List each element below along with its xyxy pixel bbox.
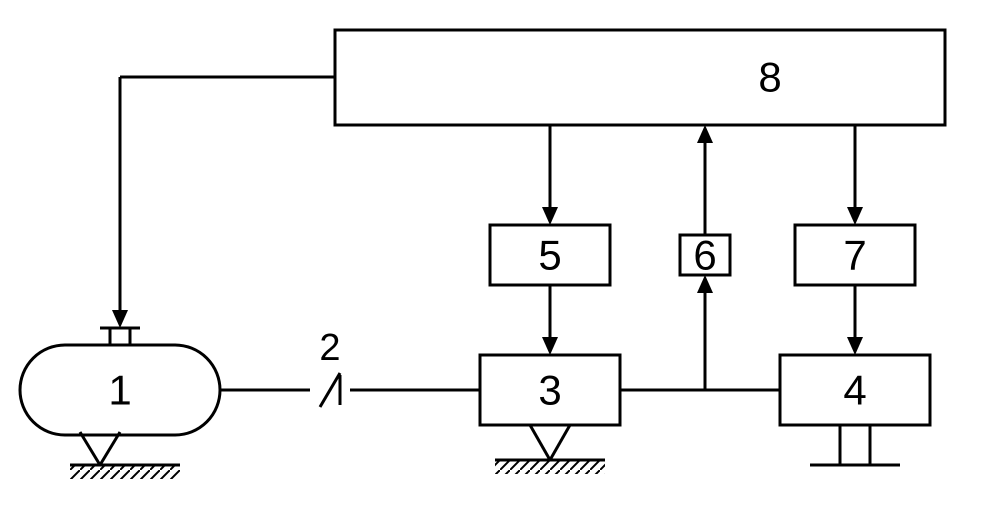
edge-6-8 — [697, 125, 713, 235]
node-1-label: 1 — [108, 367, 131, 414]
edge-8-5 — [542, 125, 558, 225]
edge-8-7 — [847, 125, 863, 225]
edge-8-1 — [112, 77, 335, 328]
block-diagram: 8 5 6 7 3 4 1 — [0, 0, 1000, 515]
node-8 — [335, 30, 945, 125]
node-5-label: 5 — [538, 232, 561, 279]
node-4-label: 4 — [843, 367, 866, 414]
node-2-label: 2 — [319, 327, 340, 369]
edge-7-4 — [847, 285, 863, 355]
node-6-label: 6 — [693, 232, 716, 279]
node-3-label: 3 — [538, 367, 561, 414]
edge-junction-6 — [697, 275, 713, 390]
node-8-label: 8 — [758, 54, 781, 101]
support-node-4 — [810, 425, 900, 465]
support-node-1 — [70, 432, 180, 479]
edge-5-3 — [542, 285, 558, 355]
node-2 — [220, 373, 480, 407]
support-node-3 — [495, 425, 605, 474]
node-7-label: 7 — [843, 232, 866, 279]
